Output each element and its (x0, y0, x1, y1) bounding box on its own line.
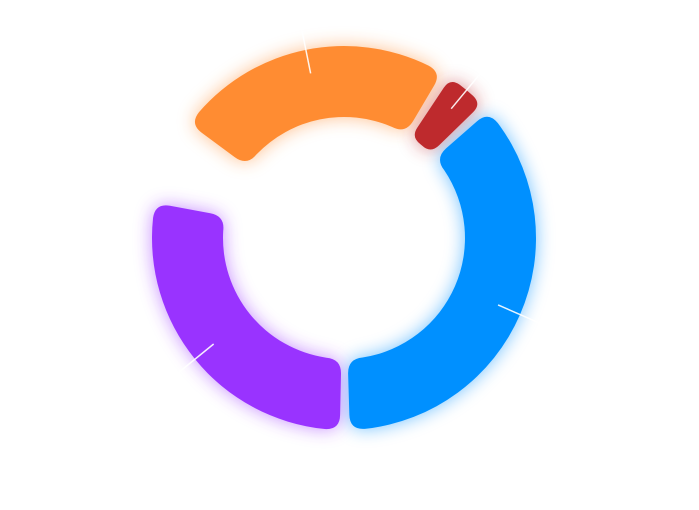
donut-slice[interactable] (151, 205, 342, 430)
leader-line-layer (163, 10, 558, 385)
leader-line (297, 10, 312, 74)
donut-slice[interactable] (348, 116, 536, 429)
leader-line (497, 304, 558, 332)
donut-slice[interactable] (194, 46, 437, 162)
leader-line (163, 343, 215, 385)
slice-layer (151, 46, 536, 430)
leader-line (450, 58, 493, 110)
donut-slice[interactable] (414, 82, 478, 150)
